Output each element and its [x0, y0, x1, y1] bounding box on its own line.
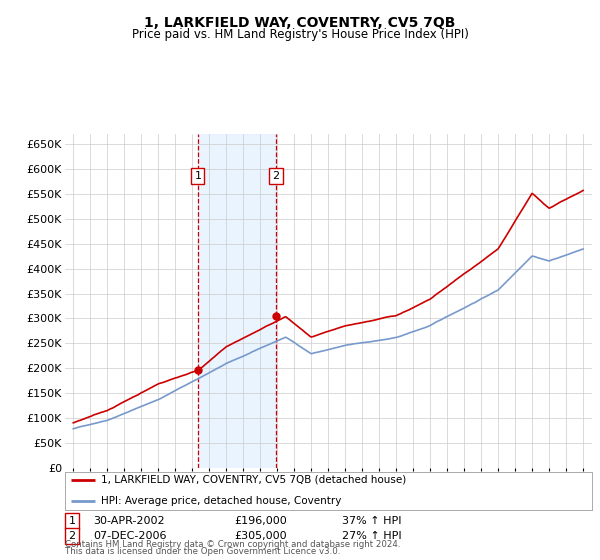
Text: 1, LARKFIELD WAY, COVENTRY, CV5 7QB (detached house): 1, LARKFIELD WAY, COVENTRY, CV5 7QB (det…	[101, 475, 406, 485]
Text: 37% ↑ HPI: 37% ↑ HPI	[342, 516, 401, 526]
Bar	[198, 134, 276, 468]
Text: 1, LARKFIELD WAY, COVENTRY, CV5 7QB: 1, LARKFIELD WAY, COVENTRY, CV5 7QB	[145, 16, 455, 30]
Text: 2: 2	[68, 531, 76, 541]
Text: Contains HM Land Registry data © Crown copyright and database right 2024.: Contains HM Land Registry data © Crown c…	[65, 540, 400, 549]
Text: This data is licensed under the Open Government Licence v3.0.: This data is licensed under the Open Gov…	[65, 547, 340, 556]
Text: £196,000: £196,000	[234, 516, 287, 526]
Text: 1: 1	[68, 516, 76, 526]
Text: 1: 1	[194, 171, 202, 181]
Text: 07-DEC-2006: 07-DEC-2006	[93, 531, 167, 541]
Text: £305,000: £305,000	[234, 531, 287, 541]
Text: 27% ↑ HPI: 27% ↑ HPI	[342, 531, 401, 541]
Text: 30-APR-2002: 30-APR-2002	[93, 516, 164, 526]
Text: 2: 2	[272, 171, 280, 181]
Text: HPI: Average price, detached house, Coventry: HPI: Average price, detached house, Cove…	[101, 496, 341, 506]
Text: Price paid vs. HM Land Registry's House Price Index (HPI): Price paid vs. HM Land Registry's House …	[131, 28, 469, 41]
